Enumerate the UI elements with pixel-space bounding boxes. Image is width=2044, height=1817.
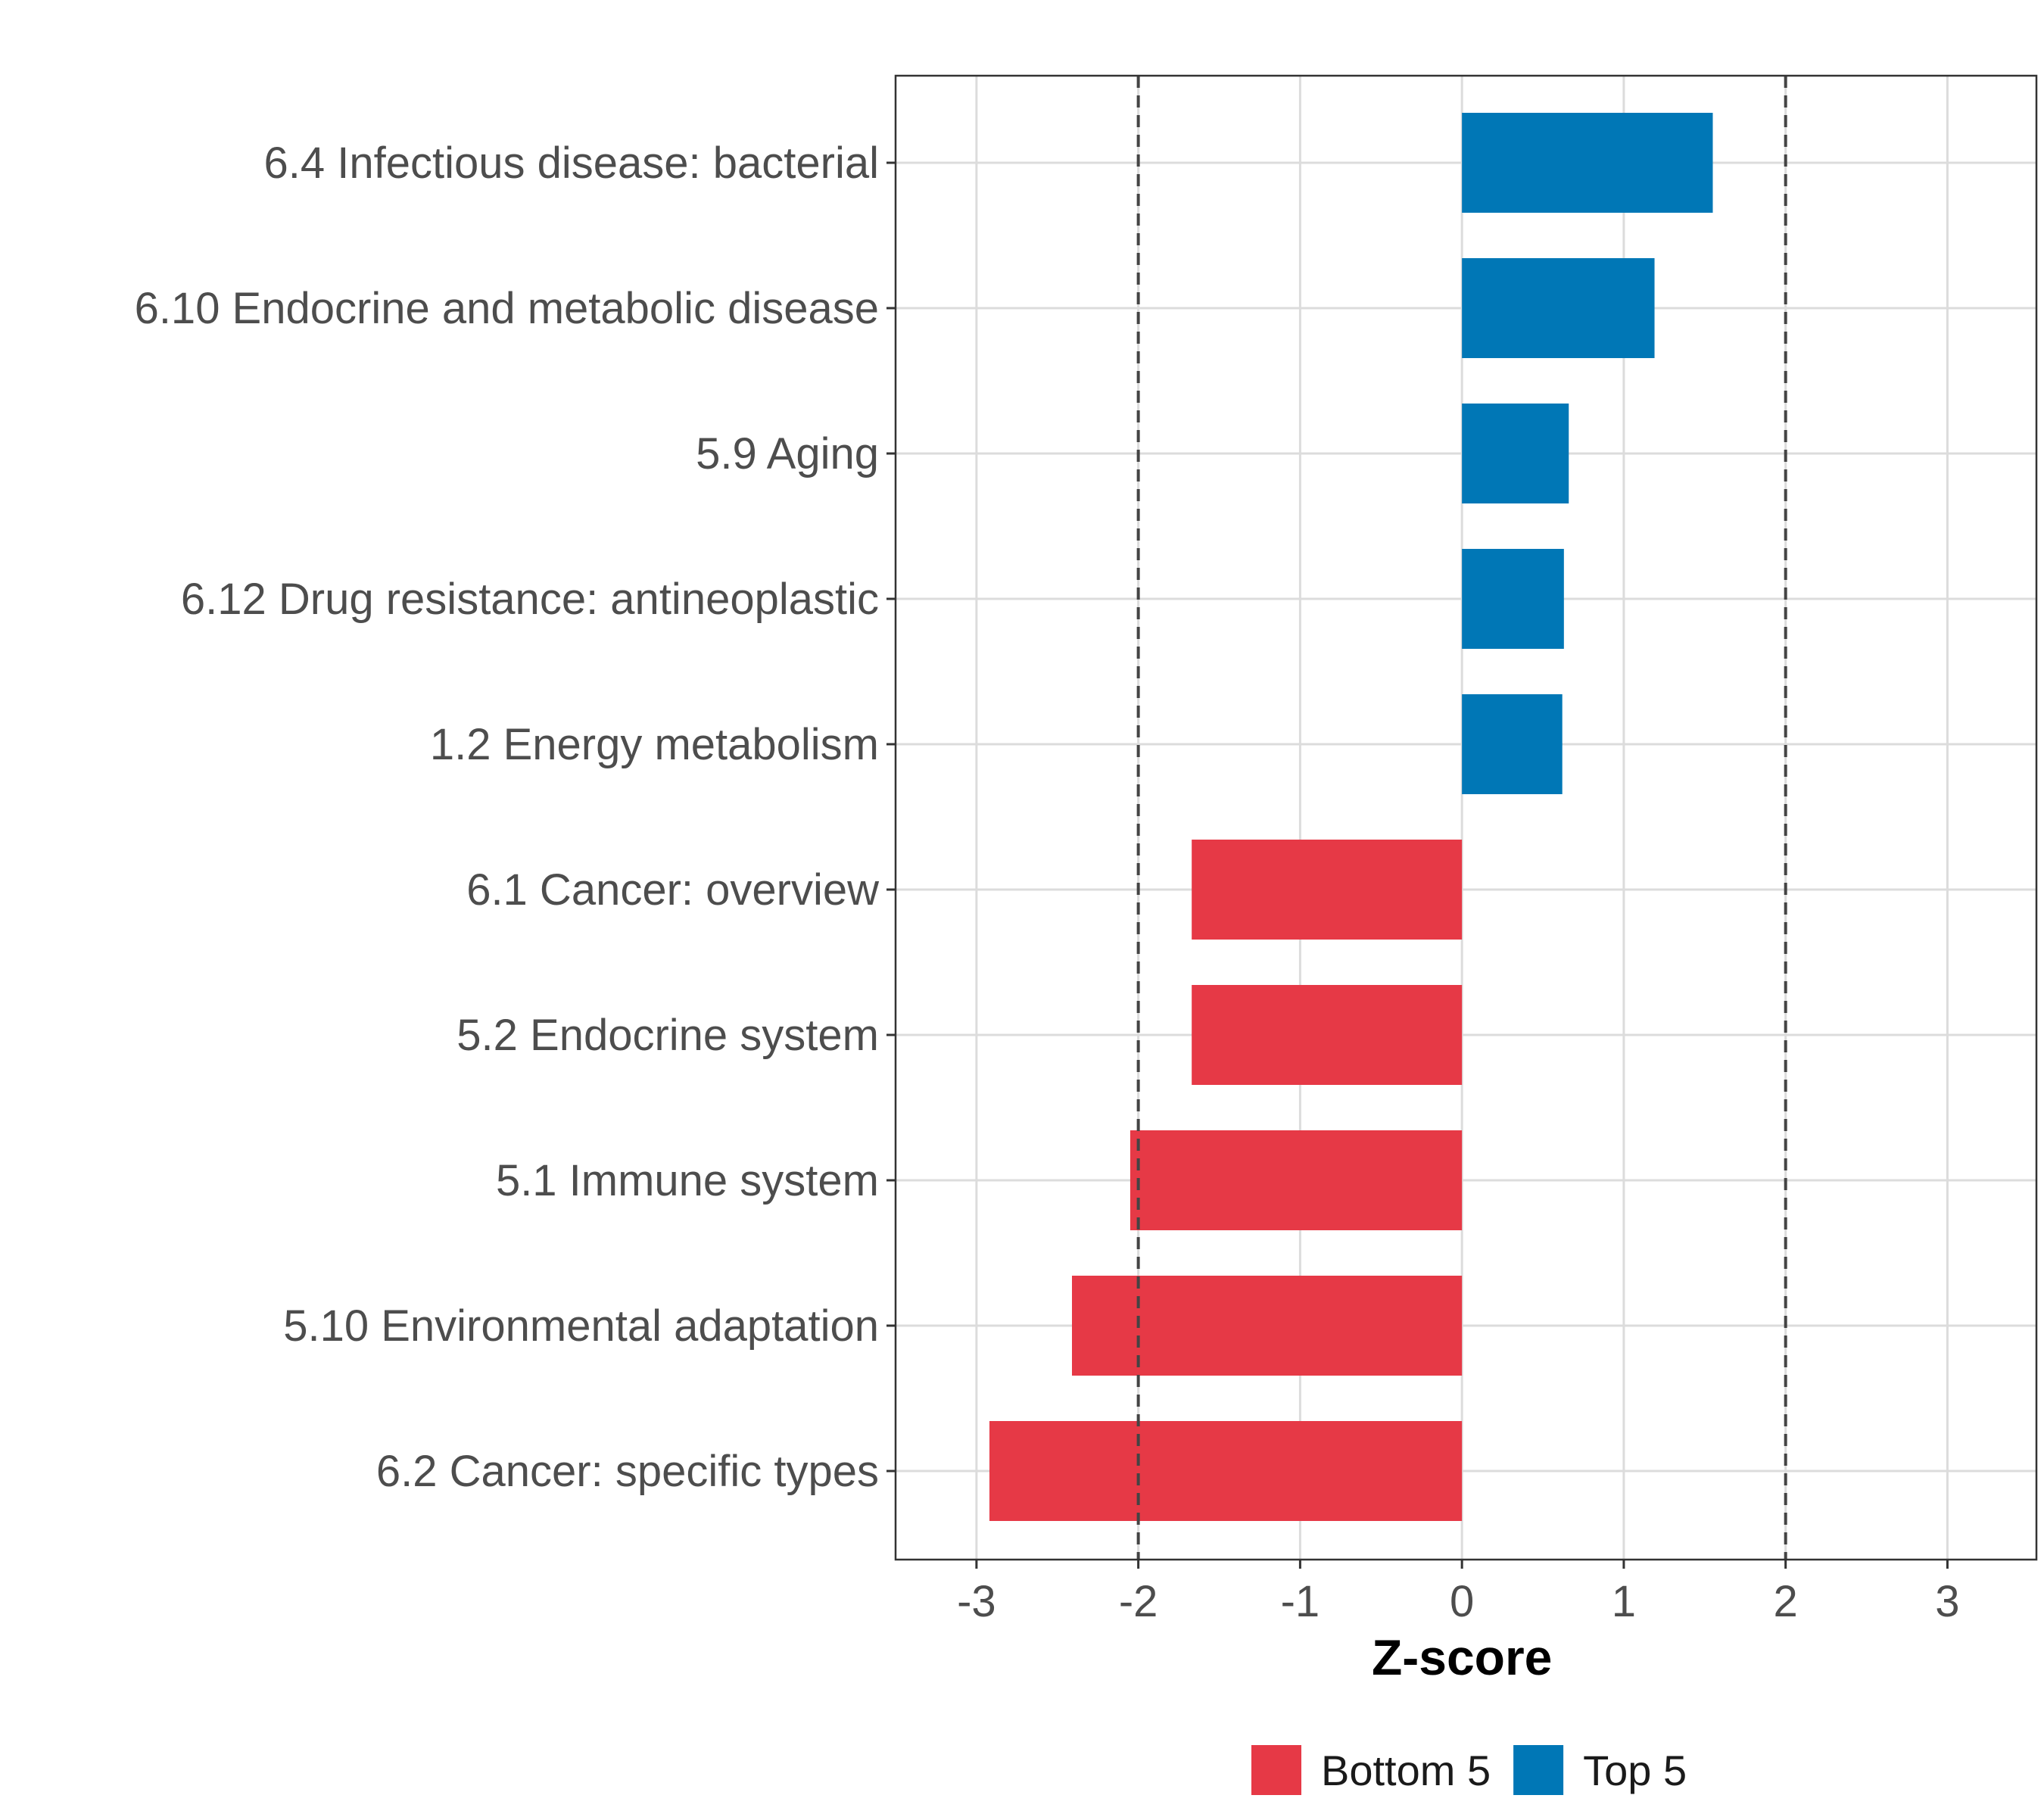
x-tick-label: -1 [1281,1577,1320,1626]
x-tick-label: -3 [957,1577,996,1626]
x-tick-label: 0 [1450,1577,1474,1626]
category-label: 5.9 Aging [696,429,879,478]
bar [1071,1276,1463,1376]
bar [1129,1130,1463,1230]
y-axis: 6.4 Infectious disease: bacterial 6.10 En… [135,139,896,1496]
category-label: 5.1 Immune system [496,1156,879,1205]
bar [1462,258,1655,358]
bar [1462,404,1569,503]
category-label: 6.4 Infectious disease: bacterial [264,139,879,188]
x-axis: -3 -2 -1 0 1 2 3 [957,1560,1960,1626]
category-label: 5.10 Environmental adaptation [283,1301,879,1351]
bar [1192,840,1463,940]
category-label: 1.2 Energy metabolism [430,720,879,769]
bar [989,1421,1463,1521]
category-label: 6.12 Drug resistance: antineoplastic [181,575,879,624]
category-label: 5.2 Endocrine system [456,1011,879,1060]
bar [1462,694,1563,794]
category-label: 6.10 Endocrine and metabolic disease [135,284,879,333]
x-tick-label: 3 [1935,1577,1959,1626]
plot-panel-border [894,74,2038,1561]
bar [1462,113,1713,213]
bars [989,113,1713,1521]
x-axis-title: Z-score [1372,1629,1552,1685]
legend-label: Top 5 [1583,1747,1687,1794]
bar [1192,985,1463,1085]
legend: Bottom 5 Top 5 [1251,1745,1687,1795]
x-tick-label: -2 [1119,1577,1158,1626]
reference-lines [1136,76,1787,1560]
category-label: 6.2 Cancer: specific types [376,1447,879,1496]
legend-swatch [1513,1745,1564,1795]
bar [1462,549,1564,649]
category-label: 6.1 Cancer: overview [466,865,880,915]
x-tick-label: 1 [1612,1577,1636,1626]
legend-label: Bottom 5 [1321,1747,1491,1794]
legend-swatch [1251,1745,1301,1795]
x-tick-label: 2 [1774,1577,1798,1626]
